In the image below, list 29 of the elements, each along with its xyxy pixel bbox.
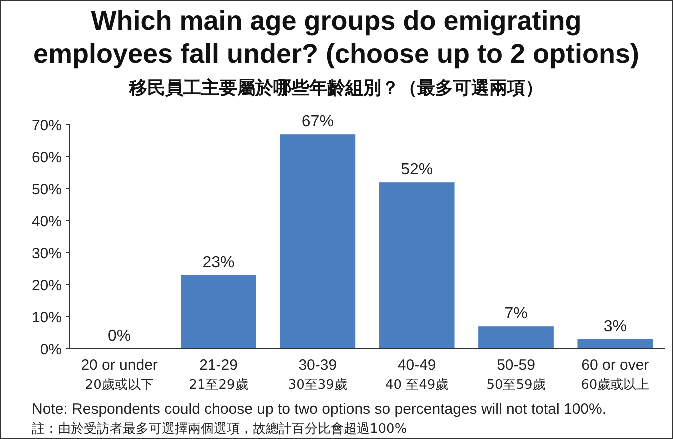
x-tick-label: 30-39 30至39歲 xyxy=(288,357,348,393)
data-label: 3% xyxy=(604,318,627,336)
data-label: 7% xyxy=(504,306,528,323)
y-tick-label: 10% xyxy=(32,309,62,326)
data-label: 0% xyxy=(108,328,132,345)
text: 註：由於受訪者最多可選擇兩個選項，故總計百分比會超過100% xyxy=(32,422,408,437)
text: Note: Respondents could choose up to two options so percentages will not total 100%. xyxy=(32,401,607,418)
data-label: 67% xyxy=(302,114,334,131)
y-tick-label: 60% xyxy=(32,149,62,166)
x-tick-label: 21-29 21至29歲 xyxy=(189,357,248,393)
x-tick-label: 60 or over 60歲或以上 xyxy=(581,357,650,393)
data-label: 23% xyxy=(202,254,235,272)
bar xyxy=(478,326,554,349)
chart-title: Which main age groups do emigrating employees fall under? (choose up to 2 options) xyxy=(33,6,640,69)
bar xyxy=(578,339,654,349)
y-tick-label: 20% xyxy=(32,277,62,294)
y-tick-label: 50% xyxy=(32,181,62,198)
y-tick-label: 40% xyxy=(32,213,62,230)
x-tick-label: 20 or under 20歲或以下 xyxy=(81,357,158,393)
y-tick-label: 0% xyxy=(40,341,62,358)
x-tick-label: 50-59 50至59歲 xyxy=(486,357,546,393)
bar xyxy=(280,134,356,349)
y-tick-label: 30% xyxy=(32,245,62,262)
data-label: 52% xyxy=(401,162,434,179)
x-tick-label: 40-49 40 至49歲 xyxy=(385,357,449,393)
bar xyxy=(181,275,256,349)
chart-subtitle: 移民員工主要屬於哪些年齡組別？（最多可選兩項） xyxy=(128,78,544,99)
bar xyxy=(379,182,455,349)
y-tick-label: 70% xyxy=(32,117,62,134)
